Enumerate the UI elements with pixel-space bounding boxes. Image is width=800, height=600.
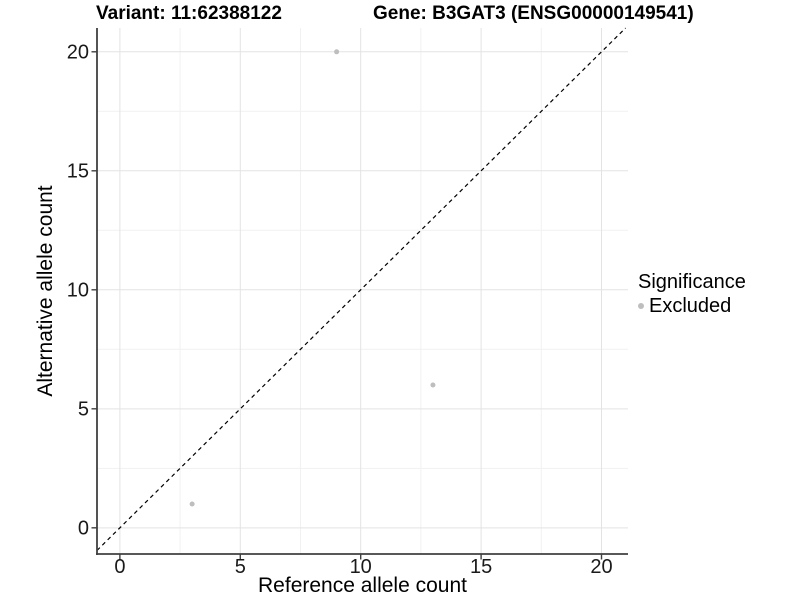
excluded-marker-icon xyxy=(638,303,644,309)
y-tick-label: 10 xyxy=(67,279,89,301)
legend-title: Significance xyxy=(638,271,746,293)
gene-title: Gene: B3GAT3 (ENSG00000149541) xyxy=(373,3,694,24)
variant-title: Variant: 11:62388122 xyxy=(96,3,282,24)
x-tick-label: 0 xyxy=(114,556,125,578)
x-tick-label: 10 xyxy=(350,556,372,578)
y-axis-title: Alternative allele count xyxy=(34,185,57,397)
y-tick-label: 15 xyxy=(67,160,89,182)
y-tick-label: 0 xyxy=(78,517,89,539)
data-point xyxy=(430,382,436,388)
x-tick-label: 15 xyxy=(470,556,492,578)
y-tick-label: 5 xyxy=(78,398,89,420)
legend-item-label: Excluded xyxy=(649,295,732,317)
data-point xyxy=(334,49,340,55)
x-tick-label: 20 xyxy=(590,556,612,578)
y-tick-label: 20 xyxy=(67,41,89,63)
legend-item-excluded: Excluded xyxy=(638,295,746,317)
data-point xyxy=(189,501,195,507)
x-axis-title: Reference allele count xyxy=(258,574,467,597)
legend: Significance Excluded xyxy=(638,271,746,317)
x-tick-label: 5 xyxy=(235,556,246,578)
identity-reference-line xyxy=(96,27,627,551)
